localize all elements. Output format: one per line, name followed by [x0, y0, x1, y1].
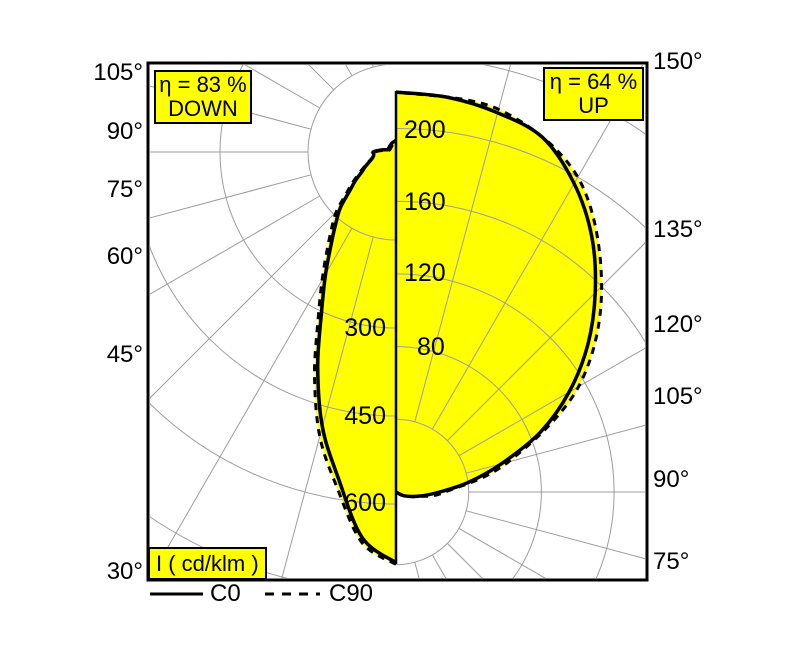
up-scale-label: 200 [404, 116, 446, 144]
fill-c0-up [396, 92, 596, 497]
efficiency-box-down: η = 83 % DOWN [154, 70, 252, 124]
efficiency-value-down: η = 83 % [159, 72, 247, 97]
right-angle-label: 135° [653, 216, 703, 243]
left-angle-label: 60° [106, 243, 143, 270]
left-angle-label: 75° [106, 176, 143, 203]
legend-label-c90: C90 [329, 580, 374, 607]
up-scale-label: 120 [404, 259, 446, 287]
direction-label-down: DOWN [168, 96, 238, 121]
efficiency-value-up: η = 64 % [549, 69, 638, 94]
legend-label-c0: C0 [210, 580, 241, 607]
left-angle-label: 90° [106, 118, 143, 145]
chart-border [146, 61, 649, 582]
intensity-unit-box: I ( cd/klm ) [148, 547, 267, 580]
efficiency-box-up: η = 64 % UP [543, 67, 644, 121]
up-scale-label: 80 [417, 333, 445, 361]
direction-label-up: UP [578, 93, 609, 118]
intensity-unit-label: I ( cd/klm ) [156, 551, 259, 576]
right-angle-label: 120° [653, 311, 703, 338]
left-angle-label: 105° [93, 59, 143, 86]
down-scale-label: 450 [344, 402, 386, 430]
curve-c0-down [315, 138, 398, 565]
down-scale-label: 600 [344, 489, 386, 517]
left-angle-label: 30° [106, 558, 143, 585]
right-angle-label: 90° [653, 466, 690, 493]
left-angle-label: 45° [106, 341, 143, 368]
up-scale-label: 160 [404, 188, 446, 216]
curve-c0-up [395, 90, 598, 499]
fill-c0-down [317, 140, 396, 563]
right-angle-label: 75° [653, 548, 690, 575]
down-scale-label: 300 [344, 314, 386, 342]
right-angle-label: 105° [653, 383, 703, 410]
right-angle-label: 150° [653, 48, 703, 75]
